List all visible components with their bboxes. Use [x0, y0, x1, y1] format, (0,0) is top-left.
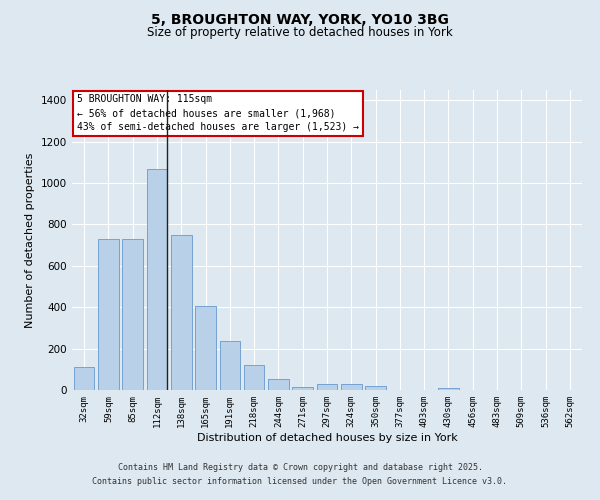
Bar	[195, 306, 216, 390]
Text: Size of property relative to detached houses in York: Size of property relative to detached ho…	[147, 26, 453, 39]
Bar	[244, 365, 265, 390]
Bar	[317, 384, 337, 390]
Bar	[74, 367, 94, 390]
Bar	[268, 378, 289, 390]
Bar	[122, 239, 143, 390]
Bar	[365, 386, 386, 390]
Bar	[292, 387, 313, 390]
Bar	[220, 341, 240, 390]
Bar	[171, 235, 191, 390]
Text: Contains HM Land Registry data © Crown copyright and database right 2025.: Contains HM Land Registry data © Crown c…	[118, 464, 482, 472]
Bar	[341, 384, 362, 390]
Bar	[438, 388, 459, 390]
Text: 5 BROUGHTON WAY: 115sqm
← 56% of detached houses are smaller (1,968)
43% of semi: 5 BROUGHTON WAY: 115sqm ← 56% of detache…	[77, 94, 359, 132]
Text: 5, BROUGHTON WAY, YORK, YO10 3BG: 5, BROUGHTON WAY, YORK, YO10 3BG	[151, 12, 449, 26]
Y-axis label: Number of detached properties: Number of detached properties	[25, 152, 35, 328]
Text: Contains public sector information licensed under the Open Government Licence v3: Contains public sector information licen…	[92, 477, 508, 486]
Bar	[146, 168, 167, 390]
X-axis label: Distribution of detached houses by size in York: Distribution of detached houses by size …	[197, 432, 457, 442]
Bar	[98, 239, 119, 390]
